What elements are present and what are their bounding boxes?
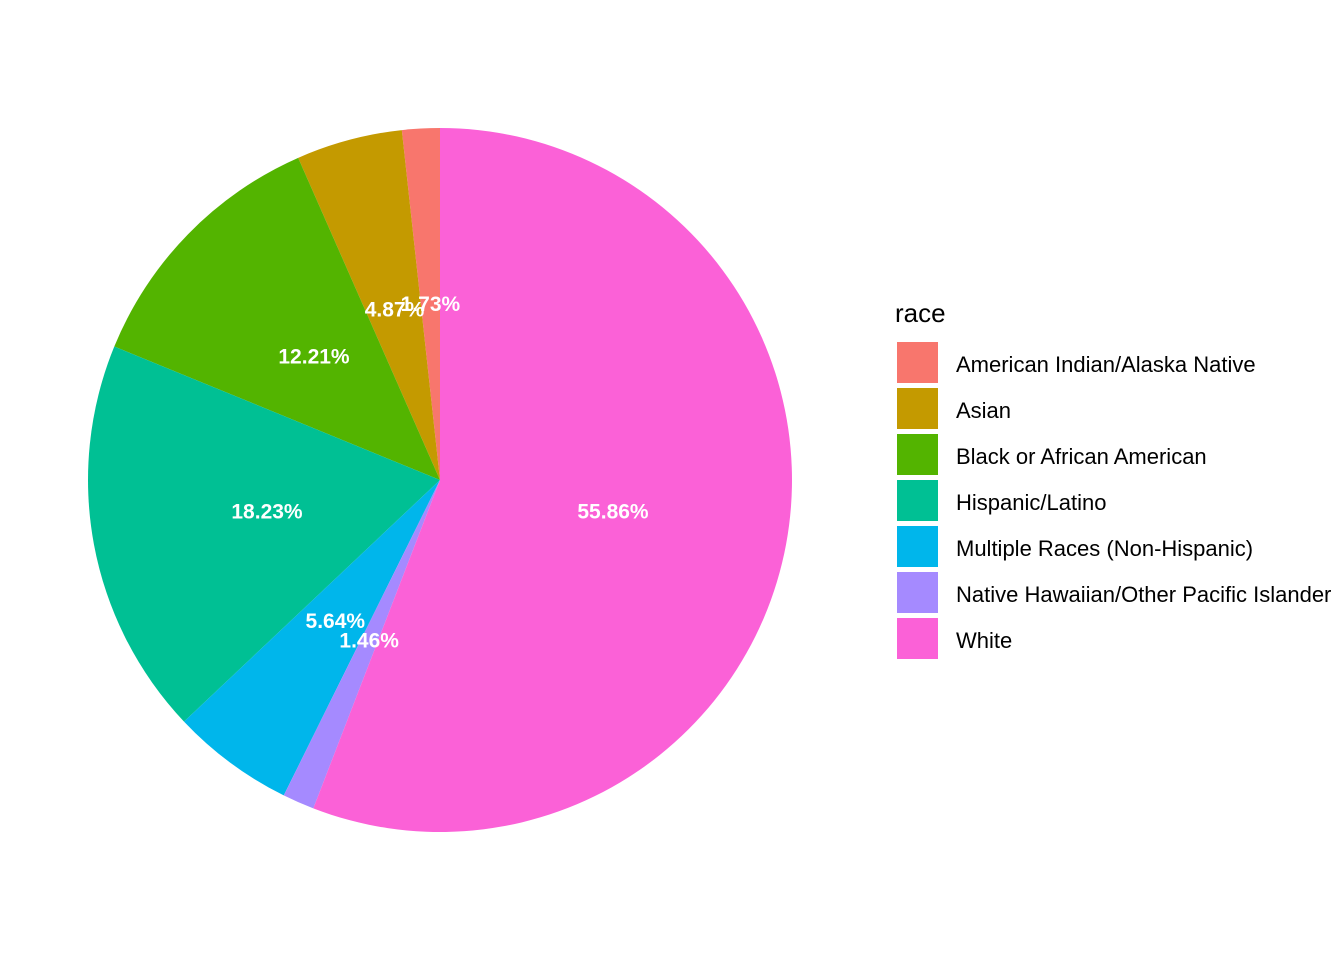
legend-label-black-or-african-american: Black or African American bbox=[956, 444, 1207, 469]
legend-item-hispanic-latino: Hispanic/Latino bbox=[897, 480, 1106, 521]
legend-key-hispanic-latino bbox=[897, 480, 938, 521]
pie-slice-hispanic-latino bbox=[88, 346, 441, 722]
legend-label-american-indian-alaska-native: American Indian/Alaska Native bbox=[956, 352, 1256, 377]
legend-item-american-indian-alaska-native: American Indian/Alaska Native bbox=[897, 342, 1256, 383]
slice-label-asian: 4.87% bbox=[365, 299, 425, 322]
pie-slice-native-hawaiian-other-pacific-islander bbox=[283, 480, 440, 809]
slice-label-white: 55.86% bbox=[577, 501, 649, 524]
legend-title: race bbox=[895, 298, 946, 328]
pie-slice-labels: 1.73%4.87% 12.21% 18.23% 5.64%1.46% 55.86% bbox=[231, 293, 649, 653]
legend-label-white: White bbox=[956, 628, 1012, 653]
legend-key-asian bbox=[897, 388, 938, 429]
slice-label-black-or-african-american: 12.21% bbox=[278, 346, 350, 369]
legend-label-multiple-races-non-hispanic: Multiple Races (Non-Hispanic) bbox=[956, 536, 1253, 561]
slice-label-american-indian-alaska-native: 1.73% bbox=[401, 293, 461, 316]
legend-key-black-or-african-american bbox=[897, 434, 938, 475]
legend-label-hispanic-latino: Hispanic/Latino bbox=[956, 490, 1106, 515]
legend-label-asian: Asian bbox=[956, 398, 1011, 423]
slice-label-multiple-races-non-hispanic: 5.64% bbox=[306, 610, 366, 633]
legend-key-white bbox=[897, 618, 938, 659]
legend-item-asian: Asian bbox=[897, 388, 1011, 429]
legend: race American Indian/Alaska Native Asian B… bbox=[895, 298, 1331, 659]
pie-slice-multiple-races-non-hispanic bbox=[184, 480, 440, 796]
pie-slice-white bbox=[313, 128, 792, 832]
legend-key-multiple-races-non-hispanic bbox=[897, 526, 938, 567]
legend-item-multiple-races-non-hispanic: Multiple Races (Non-Hispanic) bbox=[897, 526, 1253, 567]
pie-slice-american-indian-alaska-native bbox=[401, 128, 440, 480]
legend-items: American Indian/Alaska Native Asian Black … bbox=[897, 342, 1331, 659]
legend-item-native-hawaiian-other-pacific-islander: Native Hawaiian/Other Pacific Islander bbox=[897, 572, 1331, 613]
legend-key-native-hawaiian-other-pacific-islander bbox=[897, 572, 938, 613]
pie-slice-asian bbox=[298, 130, 440, 480]
slice-label-native-hawaiian-other-pacific-islander: 1.46% bbox=[339, 630, 399, 653]
legend-item-black-or-african-american: Black or African American bbox=[897, 434, 1207, 475]
pie-slices bbox=[88, 128, 792, 832]
legend-label-native-hawaiian-other-pacific-islander: Native Hawaiian/Other Pacific Islander bbox=[956, 582, 1331, 607]
slice-label-hispanic-latino: 18.23% bbox=[231, 501, 303, 524]
legend-key-american-indian-alaska-native bbox=[897, 342, 938, 383]
legend-item-white: White bbox=[897, 618, 1012, 659]
pie-slice-black-or-african-american bbox=[114, 157, 440, 480]
